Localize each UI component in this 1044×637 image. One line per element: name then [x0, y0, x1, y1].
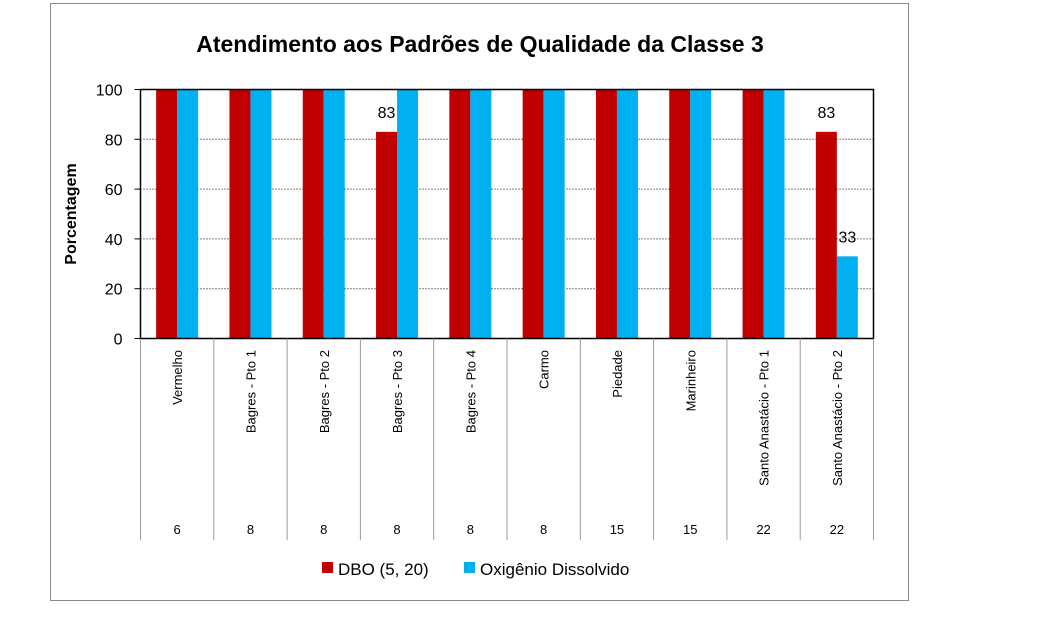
bar-dbo [229, 89, 251, 339]
secondary-label: 8 [540, 522, 547, 537]
x-tick-label: Santo Anastácio - Pto 1 [757, 350, 772, 486]
bar-od [690, 89, 712, 339]
secondary-label: 15 [610, 522, 624, 537]
x-tick-label: Vermelho [170, 350, 185, 405]
legend-swatch-dbo [322, 562, 333, 573]
y-tick-label: 60 [105, 182, 123, 199]
secondary-label: 22 [830, 522, 844, 537]
secondary-label: 22 [756, 522, 770, 537]
y-axis-label: Porcentagem [63, 163, 80, 264]
x-tick-label: Piedade [610, 350, 625, 398]
bar-od [763, 89, 785, 339]
secondary-label: 8 [320, 522, 327, 537]
x-tick-label: Santo Anastácio - Pto 2 [830, 350, 845, 486]
secondary-label: 8 [467, 522, 474, 537]
data-label: 83 [817, 105, 835, 122]
x-tick-label: Bagres - Pto 4 [463, 350, 478, 433]
x-tick-label: Bagres - Pto 2 [317, 350, 332, 433]
y-tick-label: 80 [105, 132, 123, 149]
bar-od [323, 89, 345, 339]
bar-od [250, 89, 272, 339]
bar-od [836, 256, 858, 339]
bar-od [397, 89, 419, 339]
x-tick-label: Bagres - Pto 1 [243, 350, 258, 433]
data-label: 33 [838, 229, 856, 246]
bar-dbo [815, 131, 837, 339]
x-tick-label: Marinheiro [683, 350, 698, 411]
secondary-label: 8 [247, 522, 254, 537]
bar-dbo [302, 89, 324, 339]
bar-od [470, 89, 492, 339]
legend-swatch-od [464, 562, 475, 573]
bar-dbo [156, 89, 178, 339]
x-tick-label: Carmo [537, 350, 552, 389]
legend-label: Oxigênio Dissolvido [480, 560, 629, 579]
y-tick-label: 40 [105, 232, 123, 249]
bar-od [616, 89, 638, 339]
bar-od [177, 89, 199, 339]
legend-label: DBO (5, 20) [338, 560, 429, 579]
bar-dbo [449, 89, 471, 339]
y-tick-label: 20 [105, 282, 123, 299]
chart-title: Atendimento aos Padrões de Qualidade da … [196, 31, 764, 57]
bar-od [543, 89, 565, 339]
secondary-label: 6 [174, 522, 181, 537]
x-tick-label: Bagres - Pto 3 [390, 350, 405, 433]
secondary-label: 15 [683, 522, 697, 537]
bar-dbo [522, 89, 544, 339]
y-tick-label: 100 [96, 83, 123, 100]
bar-dbo [742, 89, 764, 339]
bar-dbo [376, 131, 398, 339]
data-label: 83 [378, 105, 396, 122]
bar-dbo [595, 89, 617, 339]
bar-dbo [669, 89, 691, 339]
secondary-label: 8 [393, 522, 400, 537]
y-tick-label: 0 [114, 332, 123, 349]
